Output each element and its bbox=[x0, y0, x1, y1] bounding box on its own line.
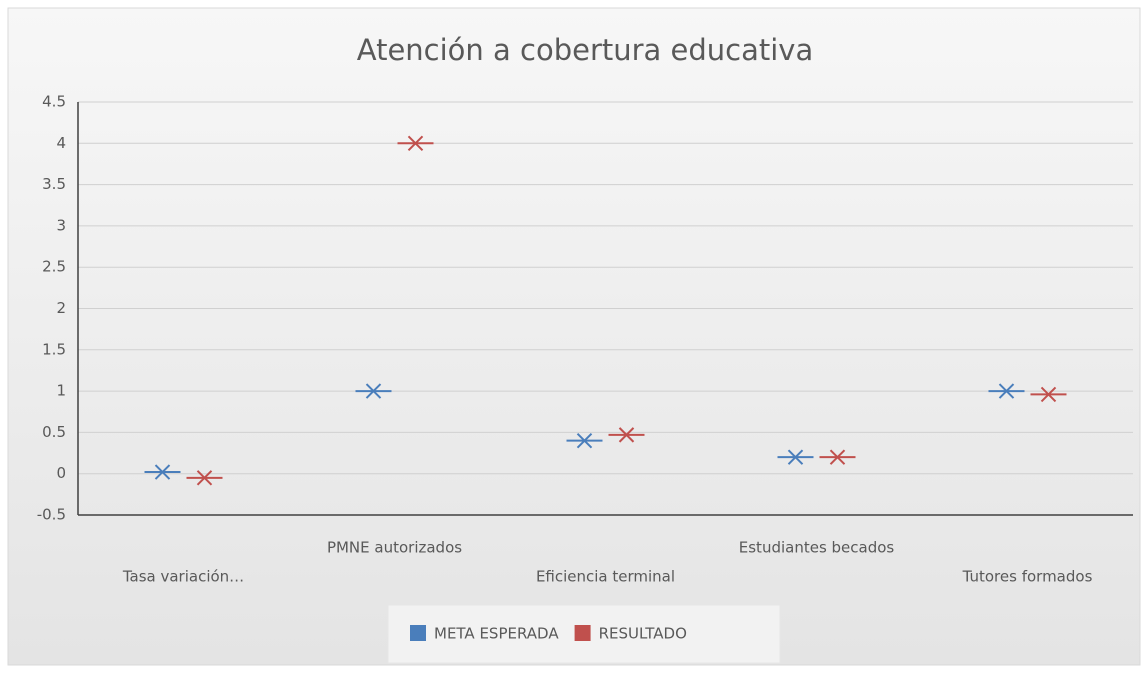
x-tick-label: Eficiencia terminal bbox=[536, 568, 675, 586]
legend-swatch bbox=[574, 625, 591, 641]
marker-x bbox=[407, 135, 424, 152]
y-tick-label: -0.5 bbox=[37, 506, 66, 524]
x-tick-label: Tasa variación… bbox=[122, 568, 244, 586]
y-tick-label: 2.5 bbox=[42, 258, 66, 276]
chart-title: Atención a cobertura educativa bbox=[357, 33, 813, 67]
marker-x bbox=[196, 470, 213, 486]
marker bbox=[1030, 386, 1067, 403]
y-tick-label: 0 bbox=[56, 464, 66, 482]
marker bbox=[777, 449, 814, 465]
x-tick-label: Tutores formados bbox=[962, 568, 1093, 586]
y-tick-label: 3 bbox=[56, 216, 66, 234]
marker bbox=[144, 464, 181, 480]
legend-label: RESULTADO bbox=[599, 625, 687, 643]
legend-swatch bbox=[410, 625, 426, 641]
y-tick-label: 4 bbox=[56, 134, 66, 152]
legend-label: META ESPERADA bbox=[434, 625, 559, 643]
y-tick-label: 1 bbox=[56, 382, 66, 400]
marker bbox=[566, 432, 603, 449]
marker bbox=[608, 427, 645, 443]
y-tick-label: 0.5 bbox=[42, 423, 66, 441]
marker bbox=[355, 383, 392, 399]
marker-x bbox=[829, 449, 846, 465]
marker bbox=[988, 383, 1025, 399]
marker bbox=[397, 135, 434, 152]
x-tick-label: Estudiantes becados bbox=[739, 539, 895, 557]
marker-x bbox=[998, 383, 1015, 399]
x-tick-label: PMNE autorizados bbox=[327, 539, 462, 557]
marker-x bbox=[154, 464, 171, 480]
y-tick-label: 1.5 bbox=[42, 340, 66, 358]
marker-x bbox=[1040, 386, 1057, 403]
y-tick-label: 2 bbox=[56, 299, 66, 317]
marker bbox=[819, 449, 856, 465]
marker-x bbox=[576, 432, 593, 449]
chart-area bbox=[7, 7, 1141, 666]
marker-x bbox=[787, 449, 804, 465]
marker-x bbox=[618, 427, 635, 443]
y-tick-label: 4.5 bbox=[42, 93, 66, 111]
y-tick-label: 3.5 bbox=[42, 175, 66, 193]
marker bbox=[186, 470, 223, 486]
marker-x bbox=[365, 383, 382, 399]
